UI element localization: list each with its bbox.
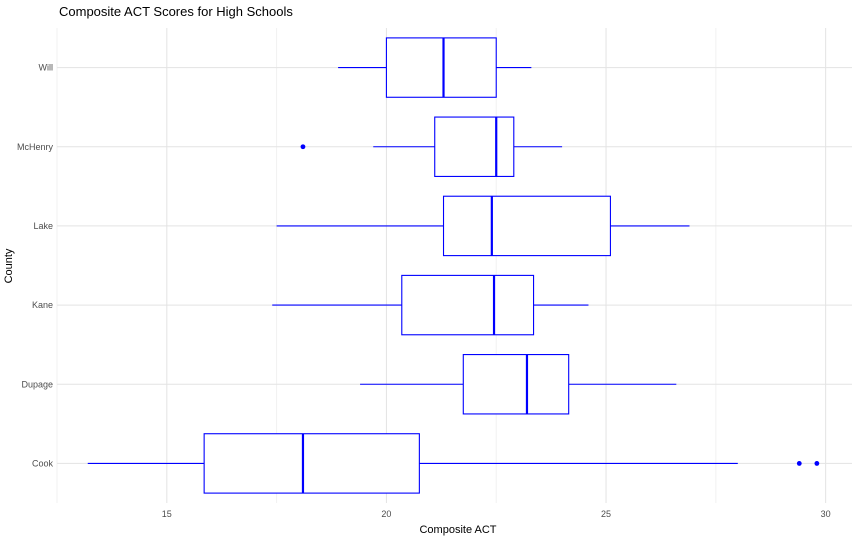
box-cook xyxy=(87,433,820,494)
iqr-box xyxy=(442,195,611,257)
y-tick-label: Kane xyxy=(32,300,53,310)
boxes xyxy=(87,37,820,494)
box-lake xyxy=(276,195,690,257)
x-tick-labels: 15 20 25 30 xyxy=(162,509,831,519)
iqr-box xyxy=(462,354,570,415)
iqr-box xyxy=(203,433,420,494)
grid xyxy=(56,28,852,503)
x-tick-label: 20 xyxy=(381,509,391,519)
x-axis-title: Composite ACT xyxy=(419,524,496,536)
y-axis-title: County xyxy=(3,248,15,283)
x-tick-label: 15 xyxy=(162,509,172,519)
outlier-point xyxy=(300,144,306,150)
box-mchenry xyxy=(300,116,563,177)
x-tick-label: 30 xyxy=(821,509,831,519)
outlier-point xyxy=(796,461,802,466)
box-dupage xyxy=(360,354,677,415)
y-tick-labels: Cook Dupage Kane Lake McHenry Will xyxy=(17,63,54,469)
y-tick-label: Cook xyxy=(32,458,54,468)
y-tick-label: Lake xyxy=(33,221,53,231)
box-will xyxy=(338,37,532,98)
iqr-box xyxy=(401,274,535,336)
x-tick-label: 25 xyxy=(601,509,611,519)
box-kane xyxy=(272,274,589,336)
iqr-box xyxy=(434,116,515,177)
y-tick-label: Will xyxy=(39,63,54,73)
outlier-point xyxy=(814,461,820,466)
chart-title: Composite ACT Scores for High Schools xyxy=(59,4,293,19)
y-tick-label: Dupage xyxy=(21,379,53,389)
iqr-box xyxy=(385,37,497,98)
y-tick-label: McHenry xyxy=(17,142,54,152)
